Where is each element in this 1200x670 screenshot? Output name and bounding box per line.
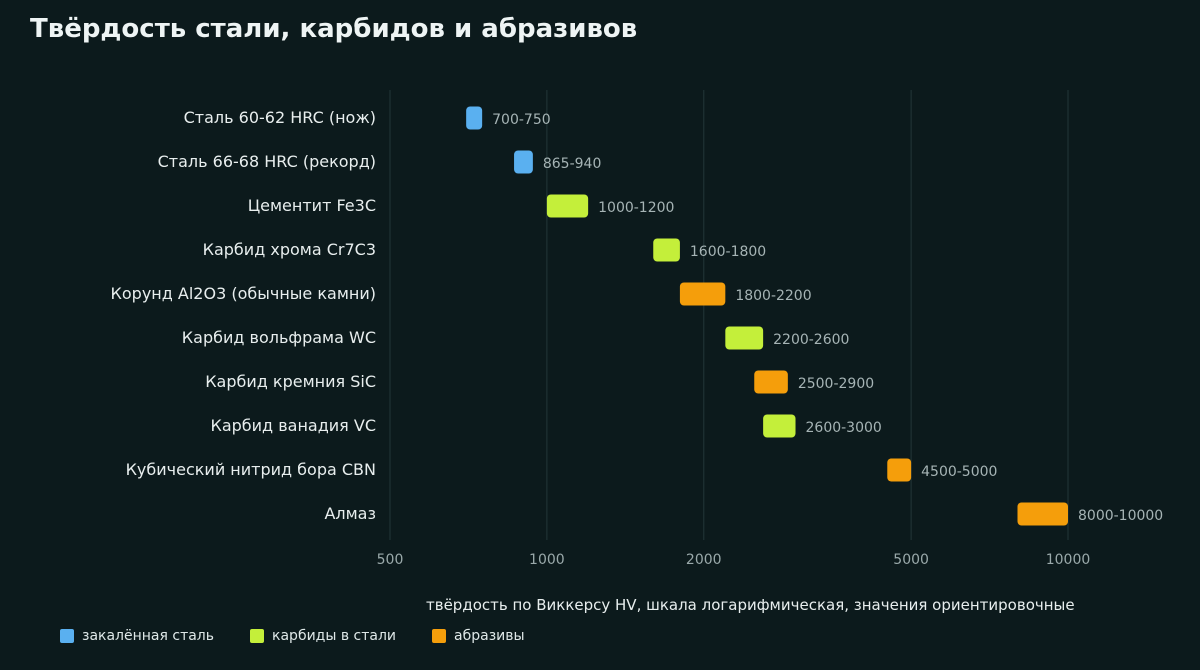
value-label-layer: 700-750 865-940 1000-1200 1600-1800 1800-220…	[492, 112, 1163, 524]
range-bar	[763, 414, 796, 438]
x-tick-label-500: 500	[377, 552, 404, 568]
legend-label-steel: закалённая сталь	[82, 628, 215, 644]
grid-layer	[389, 90, 1069, 540]
value-label: 2200-2600	[773, 332, 849, 348]
category-label: Цементит Fe3C	[248, 196, 376, 215]
value-label: 1600-1800	[690, 244, 766, 260]
legend-swatch-steel	[60, 629, 74, 643]
range-bar	[887, 458, 912, 482]
category-label: Карбид ванадия VC	[210, 416, 376, 435]
category-label: Корунд Al2O3 (обычные камни)	[111, 284, 376, 303]
legend-label-carbide: карбиды в стали	[272, 628, 397, 644]
range-bar	[1017, 502, 1068, 526]
range-bar	[754, 370, 788, 394]
range-bar	[466, 106, 483, 130]
category-label: Сталь 60-62 HRC (нож)	[184, 108, 376, 127]
value-label: 8000-10000	[1078, 508, 1163, 524]
value-label: 1000-1200	[598, 200, 674, 216]
legend: закалённая сталь карбиды в стали абразив…	[60, 628, 561, 644]
legend-item-abrasive: абразивы	[432, 628, 525, 644]
category-label: Сталь 66-68 HRC (рекорд)	[158, 152, 376, 171]
legend-item-steel: закалённая сталь	[60, 628, 214, 644]
x-tick-label-5000: 5000	[893, 552, 929, 568]
value-label: 700-750	[492, 112, 551, 128]
x-axis-label: твёрдость по Виккерсу HV, шкала логарифм…	[426, 596, 1075, 614]
legend-item-carbide: карбиды в стали	[250, 628, 396, 644]
legend-swatch-carbide	[250, 629, 265, 643]
x-tick-label-1000: 1000	[529, 552, 565, 568]
range-bar	[514, 150, 533, 174]
chart-title: Твёрдость стали, карбидов и абразивов	[30, 14, 638, 44]
legend-label-abrasive: абразивы	[454, 628, 525, 644]
value-label: 2600-3000	[806, 420, 882, 436]
value-label: 1800-2200	[735, 288, 811, 304]
range-bar	[679, 282, 726, 306]
x-tick-layer: 500 1000 2000 5000 10000	[377, 552, 1091, 568]
category-label: Алмаз	[324, 504, 376, 523]
value-label: 865-940	[543, 156, 602, 172]
value-label: 4500-5000	[921, 464, 997, 480]
range-bar	[546, 194, 589, 218]
range-bar	[725, 326, 764, 350]
bar-layer	[466, 106, 1068, 526]
x-tick-label-2000: 2000	[686, 552, 722, 568]
category-label: Карбид хрома Cr7C3	[203, 240, 376, 259]
category-label-layer: Сталь 60-62 HRC (нож) Сталь 66-68 HRC (ре…	[111, 108, 376, 523]
category-label: Кубический нитрид бора CBN	[126, 460, 376, 479]
range-bar	[653, 238, 680, 262]
category-label: Карбид кремния SiC	[205, 372, 376, 391]
legend-swatch-abrasive	[432, 629, 447, 643]
value-label: 2500-2900	[798, 376, 874, 392]
category-label: Карбид вольфрама WC	[182, 328, 376, 347]
x-tick-label-10000: 10000	[1046, 552, 1091, 568]
range-chart: 500 1000 2000 5000 10000 Сталь 60-62 HRC (но…	[111, 90, 1163, 568]
